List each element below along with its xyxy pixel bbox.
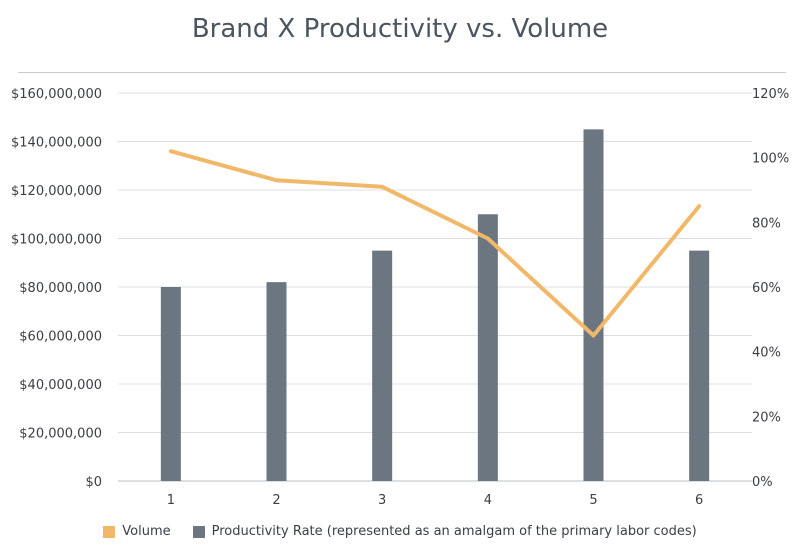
x-tick-label: 3	[378, 493, 386, 508]
legend: Volume Productivity Rate (represented as…	[0, 524, 800, 539]
x-tick-label: 1	[167, 493, 175, 508]
y-right-tick-label: 120%	[752, 87, 789, 102]
bar-productivity	[160, 287, 181, 481]
title-divider	[18, 72, 786, 73]
y-right-tick-label: 100%	[752, 152, 789, 167]
bar-productivity	[266, 282, 287, 481]
bar-productivity	[689, 250, 710, 481]
y-left-tick-label: $100,000,000	[11, 233, 102, 248]
bar-productivity	[583, 129, 604, 481]
bar-productivity	[372, 250, 393, 481]
legend-label-productivity: Productivity Rate (represented as an ama…	[211, 524, 697, 539]
y-left-tick-label: $140,000,000	[11, 136, 102, 151]
legend-item-productivity: Productivity Rate (represented as an ama…	[192, 524, 697, 539]
x-tick-label: 2	[272, 493, 280, 508]
bar-productivity	[477, 214, 498, 481]
y-right-tick-label: 40%	[752, 346, 781, 361]
legend-swatch-volume	[103, 525, 116, 538]
x-tick-label: 4	[484, 493, 492, 508]
y-left-tick-label: $80,000,000	[19, 281, 102, 296]
legend-label-volume: Volume	[122, 524, 171, 539]
y-right-tick-label: 60%	[752, 281, 781, 296]
chart-title: Brand X Productivity vs. Volume	[191, 14, 609, 44]
y-right-tick-label: 80%	[752, 216, 781, 231]
y-left-tick-label: $160,000,000	[11, 87, 102, 102]
x-tick-label: 5	[589, 493, 597, 508]
legend-item-volume: Volume	[103, 524, 171, 539]
y-left-tick-label: $20,000,000	[19, 427, 102, 442]
legend-swatch-productivity	[192, 525, 205, 538]
y-left-tick-label: $120,000,000	[11, 184, 102, 199]
y-right-tick-label: 0%	[752, 475, 773, 490]
y-left-tick-label: $0	[85, 475, 102, 490]
x-tick-label: 6	[695, 493, 703, 508]
line-volume	[168, 149, 702, 338]
y-left-tick-label: $40,000,000	[19, 378, 102, 393]
y-right-tick-label: 20%	[752, 410, 781, 425]
y-left-tick-label: $60,000,000	[19, 330, 102, 345]
